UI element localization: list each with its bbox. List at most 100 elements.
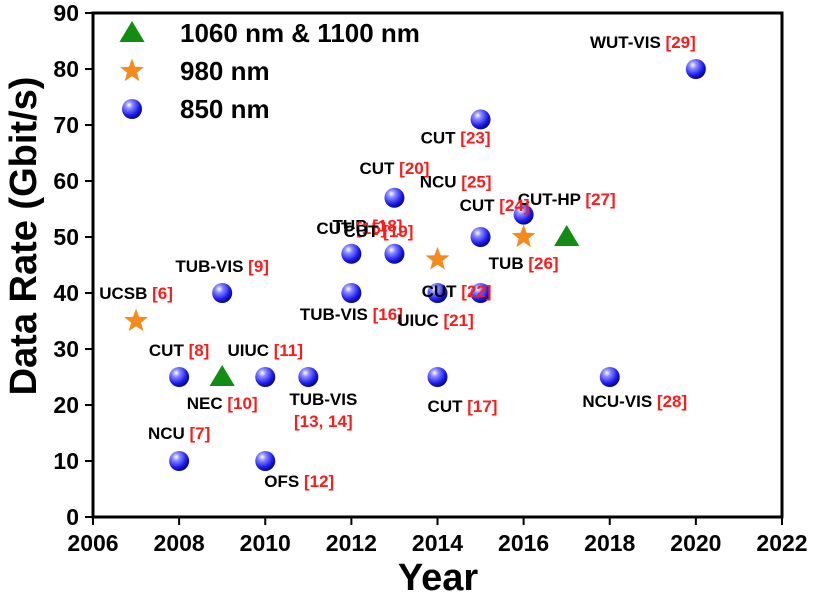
point-label: CUT [19] [343,222,413,241]
point-label-ref: [7] [190,424,211,443]
850-nm-sphere-point [384,243,405,264]
point-label-name: CUT [460,196,500,215]
point-label: NEC [10] [187,394,258,413]
x-tick-label: 2006 [67,530,118,556]
point-label: NCU-VIS [28] [582,392,687,411]
point-label-ref: [13, 14] [294,412,353,431]
point-label-name: NCU [148,424,190,443]
y-tick-label: 50 [53,224,79,250]
point-label-name: CUT [149,341,189,360]
point-label-name: CUT [343,222,383,241]
point-label: CUT [24] [460,196,530,215]
y-tick-label: 80 [53,56,79,82]
legend-1060-nm-1100-nm-marker [119,21,145,42]
1060-nm-1100-nm-triangle-point [209,365,235,386]
legend-label: 1060 nm & 1100 nm [180,18,420,48]
850-nm-sphere-point [427,283,448,303]
point-label-name: CUT [359,159,399,178]
850-nm-sphere-point [427,367,448,387]
850-nm-sphere-point [341,243,362,264]
x-tick-label: 2016 [498,530,549,556]
point-label-ref: [15] [356,219,386,238]
850-nm-sphere-point [685,59,706,79]
point-label: CUT [15] [316,219,386,238]
point-label-name: CUT-HP [518,190,586,209]
850-nm-sphere-point [169,451,190,471]
point-label: UIUC [11] [227,341,303,360]
point-label-ref: [19] [383,222,413,241]
point-label-ref: [22] [461,282,491,301]
point-label-ref: [29] [666,33,696,52]
point-label-name: WUT-VIS [590,33,666,52]
legend-label: 850 nm [180,94,270,124]
point-label-name: UCSB [99,284,152,303]
y-tick-label: 70 [53,112,79,138]
point-label: CUT-HP [27] [518,190,616,209]
y-tick-label: 30 [53,336,79,362]
point-label-ref: [11] [274,341,303,360]
x-tick-label: 2014 [412,530,463,556]
x-axis-title: Year [398,557,479,596]
point-label: TUB [26] [489,254,559,273]
point-label: TUB [18] [333,216,403,235]
point-label: NCU [25] [420,173,492,192]
point-label-ref: [12] [304,472,334,491]
y-tick-label: 90 [53,0,79,26]
x-tick-label: 2018 [584,530,635,556]
point-label-ref: [28] [657,392,687,411]
point-label-ref: [20] [399,159,429,178]
point-label: TUB-VIS [9] [175,257,269,276]
point-label-name: TUB-VIS [175,257,248,276]
legend-980-nm-marker [120,58,144,82]
point-label-ref: [8] [189,341,210,360]
axes: 2006 2008 2010 2012 2014 2016 2018 2020 2022 0 10 2… [53,0,807,556]
point-label: TUB-VIS [16] [300,305,403,324]
point-label: CUT [22] [422,282,492,301]
point-label-ref: [17] [467,397,497,416]
y-tick-label: 60 [53,168,79,194]
850-nm-sphere-point [470,283,491,303]
legend-850-nm-marker [122,99,142,119]
850-nm-sphere-point [341,283,362,303]
point-label: NCU [7] [148,424,210,443]
1060-nm-1100-nm-triangle-point [554,225,580,246]
850-nm-sphere-point [470,227,491,247]
point-label-ref: [10] [227,394,257,413]
point-label-ref: [24] [499,196,529,215]
850-nm-sphere-point [384,187,405,208]
850-nm-sphere-point [255,451,276,471]
y-tick-label: 10 [53,448,79,474]
850-nm-sphere-point [513,204,534,225]
point-label: CUT [20] [359,159,429,178]
850-nm-sphere-point [255,367,276,387]
x-tick-label: 2022 [756,530,807,556]
point-label-name: NCU [420,173,462,192]
x-tick-label: 2008 [154,530,205,556]
point-label-ref: [16] [373,305,403,324]
point-label-name: TUB [489,254,529,273]
980-nm-star-point [124,308,148,332]
point-labels: NEC [10]CUT-HP [27]UCSB [6]TUB [18]TUB [… [99,33,696,491]
point-label-name: NCU-VIS [582,392,657,411]
legend: 1060 nm & 1100 nm 980 nm 850 nm [119,18,420,124]
y-axis-title: Data Rate (Gbit/s) [3,77,45,396]
point-label-name: TUB-VIS [300,305,373,324]
point-label-name: OFS [264,472,304,491]
point-label-ref: [6] [152,284,173,303]
980-nm-star-point [511,224,536,248]
point-label-name: CUT [316,219,356,238]
x-tick-label: 2020 [670,530,721,556]
980-nm-star-point [425,246,450,270]
point-label: CUT [23] [421,128,491,147]
point-label-ref: [18] [372,216,402,235]
point-label-name: CUT [421,128,461,147]
point-label: UCSB [6] [99,284,173,303]
point-label: UIUC [21] [397,311,474,330]
point-label-name: CUT [428,397,468,416]
point-label-ref: [26] [528,254,558,273]
point-label: OFS [12] [264,472,334,491]
850-nm-sphere-point [169,367,190,387]
850-nm-sphere-point [470,109,491,130]
x-tick-label: 2010 [240,530,291,556]
